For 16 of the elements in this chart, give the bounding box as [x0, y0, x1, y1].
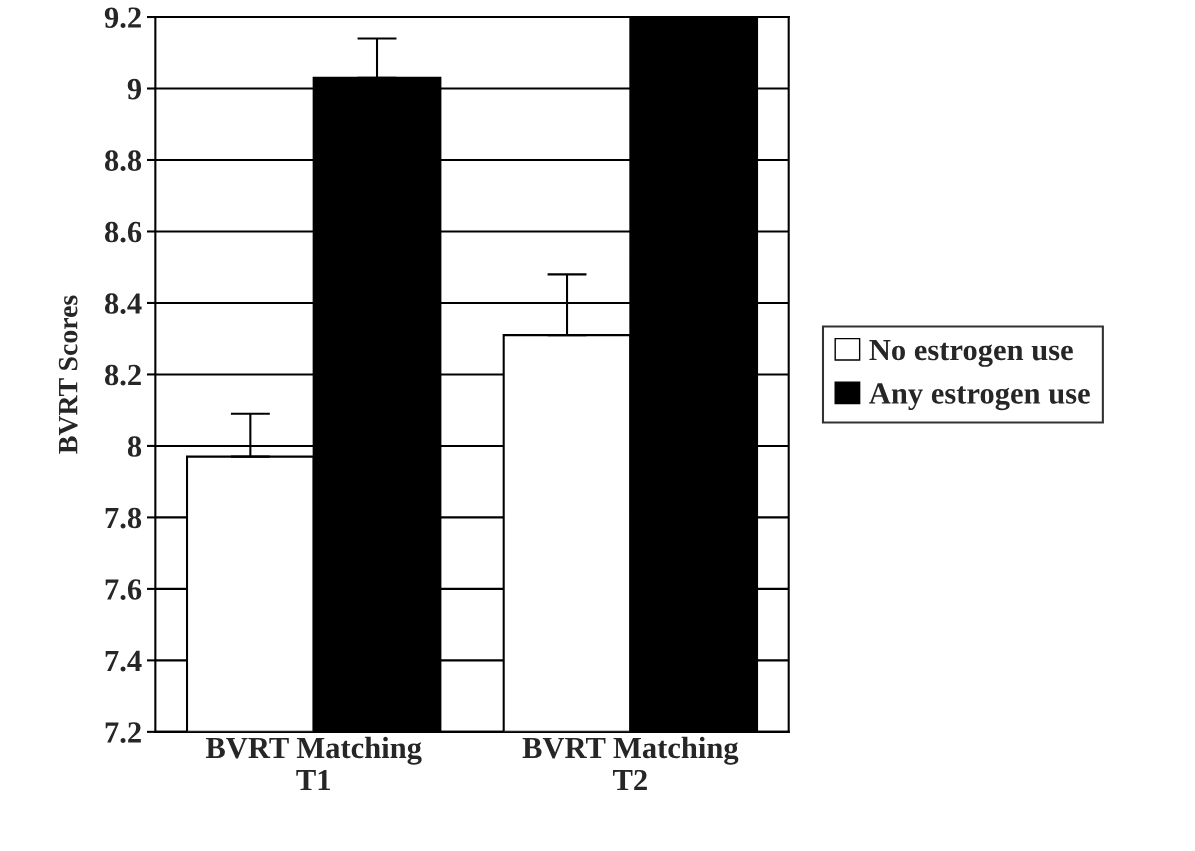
- y-tick-label: 8.6: [104, 221, 142, 243]
- y-tick-label: 8.8: [104, 150, 142, 172]
- legend-label: Any estrogen use: [869, 383, 1090, 411]
- y-axis-title: BVRT Scores: [58, 295, 78, 454]
- legend-label: No estrogen use: [869, 340, 1073, 367]
- y-tick-label: 8: [127, 436, 142, 457]
- y-tick-label: 7.8: [105, 507, 142, 529]
- y-tick-label: 8.2: [104, 364, 141, 386]
- y-tick-label: 9.2: [104, 7, 141, 29]
- y-tick-label: 7.4: [105, 650, 142, 672]
- y-tick-label: 7.6: [105, 579, 142, 600]
- y-tick-label: 7.2: [105, 722, 141, 743]
- x-tick-label: BVRT Matching T1: [205, 736, 422, 791]
- y-tick-label: 8.4: [104, 293, 142, 314]
- x-tick-label: BVRT Matching T2: [522, 736, 739, 791]
- y-tick-label: 9: [127, 78, 142, 100]
